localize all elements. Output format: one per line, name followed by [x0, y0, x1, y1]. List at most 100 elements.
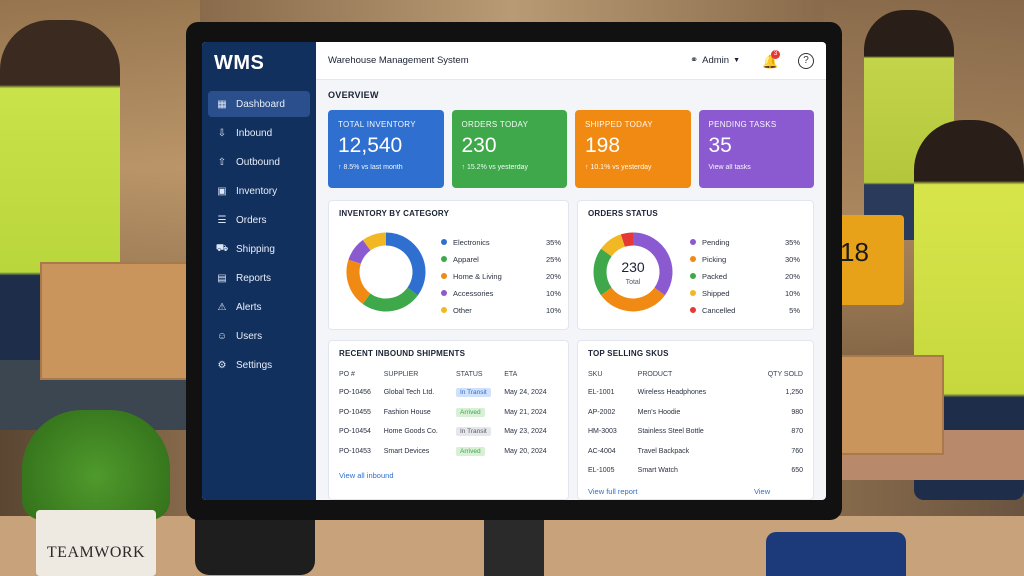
table-row[interactable]: EL-1005 Smart Watch 650	[586, 461, 805, 481]
reports-icon: ▤	[217, 272, 227, 284]
legend-item: Accessories 10%	[441, 286, 561, 300]
kpi-subtext[interactable]: View all tasks	[708, 164, 751, 171]
legend-label: Packed	[702, 271, 728, 281]
inventory-donut-chart	[346, 232, 426, 312]
sku: HM-3003	[588, 428, 617, 436]
sku: AP-2002	[588, 408, 616, 416]
plant: TEAMWORK	[22, 410, 170, 576]
legend-label: Shipped	[702, 288, 730, 298]
sidebar-item-reports[interactable]: ▤ Reports	[208, 265, 310, 291]
sidebar-item-outbound[interactable]: ⇧ Outbound	[208, 149, 310, 175]
view-link[interactable]: View	[754, 487, 771, 496]
plant-leaves	[22, 410, 170, 520]
qty-sold: 870	[791, 428, 803, 436]
table-row[interactable]: PO-10456 Global Tech Ltd. In Transit May 24…	[337, 383, 560, 403]
sidebar-item-shipping[interactable]: ⛟ Shipping	[208, 236, 310, 262]
donut-slice-other	[362, 232, 387, 251]
settings-icon: ⚙	[217, 359, 227, 371]
table-row[interactable]: AC-4004 Travel Backpack 760	[586, 442, 805, 462]
user-menu[interactable]: ⚭ Admin ▼	[690, 55, 740, 66]
legend-item: Packed 20%	[690, 269, 800, 283]
legend-dot	[441, 273, 447, 279]
chevron-down-icon: ▼	[733, 57, 740, 64]
legend-item: Electronics 35%	[441, 235, 561, 249]
legend-label: Apparel	[453, 254, 479, 264]
eta: May 21, 2024	[504, 408, 547, 416]
kpi-card: TOTAL INVENTORY 12,540 ↑ 8.5% vs last mont…	[328, 110, 444, 188]
legend-percent: 20%	[545, 271, 561, 281]
legend-dot	[690, 256, 696, 262]
inbound-icon: ⇩	[217, 127, 227, 139]
column-header: PO #	[339, 370, 355, 378]
table-row[interactable]: PO-10455 Fashion House Arrived May 21, 2024	[337, 403, 560, 423]
legend-item: Pending 35%	[690, 235, 800, 249]
help-icon[interactable]: ?	[798, 52, 814, 69]
kpi-subtext: ↑ 10.1% vs yesterday	[585, 164, 652, 171]
donut-slice-electronics	[385, 232, 426, 296]
sidebar-item-label: Outbound	[236, 156, 280, 168]
plant-pot: TEAMWORK	[36, 510, 156, 576]
sidebar-item-inventory[interactable]: ▣ Inventory	[208, 178, 310, 204]
legend-percent: 35%	[784, 237, 800, 247]
table-row[interactable]: EL-1001 Wireless Headphones 1,250	[586, 383, 805, 403]
user-name: Admin	[702, 55, 730, 66]
column-header: QTY SOLD	[767, 370, 803, 378]
recent-inbound-title: RECENT INBOUND SHIPMENTS	[339, 349, 466, 358]
status-badge: In Transit	[456, 427, 491, 437]
notification-bell-icon[interactable]: 🔔 3	[762, 49, 780, 69]
sidebar-item-label: Users	[236, 330, 263, 342]
po-number: PO-10455	[339, 408, 371, 416]
monitor-stand	[484, 520, 544, 576]
table-header: PO # SUPPLIER STATUS ETA	[337, 365, 560, 383]
top-selling-title: TOP SELLING SKUS	[588, 349, 669, 358]
monitor: WMS ▦ Dashboard ⇩ Inbound ⇧ Outbound ▣ Inventor…	[186, 22, 842, 520]
legend-label: Pending	[702, 237, 730, 247]
legend-label: Other	[453, 305, 472, 315]
qty-sold: 980	[791, 408, 803, 416]
legend-label: Electronics	[453, 237, 490, 247]
sidebar-item-users[interactable]: ☺ Users	[208, 323, 310, 349]
inventory-legend: Electronics 35% Apparel 25% Home & Living 20%…	[441, 235, 561, 315]
donut-slice-home-living	[346, 259, 371, 304]
qty-sold: 760	[791, 447, 803, 455]
legend-item: Cancelled 5%	[690, 303, 800, 317]
sidebar-item-settings[interactable]: ⚙ Settings	[208, 352, 310, 378]
kpi-row: TOTAL INVENTORY 12,540 ↑ 8.5% vs last mont…	[328, 110, 814, 188]
table-row[interactable]: PO-10453 Smart Devices Arrived May 20, 2024	[337, 442, 560, 462]
supplier: Home Goods Co.	[383, 428, 438, 436]
app-logo: WMS	[214, 52, 265, 74]
kpi-value: 198	[585, 134, 621, 157]
recent-inbound-table: PO # SUPPLIER STATUS ETA PO-10456 Global Tec…	[337, 365, 560, 461]
kpi-value: 230	[461, 134, 497, 157]
view-all-inbound-link[interactable]: View all inbound	[339, 471, 394, 480]
column-header: SKU	[588, 370, 603, 378]
sidebar-item-dashboard[interactable]: ▦ Dashboard	[208, 91, 310, 117]
product: Travel Backpack	[637, 447, 690, 455]
sidebar-item-orders[interactable]: ☰ Orders	[208, 207, 310, 233]
product: Men's Hoodie	[637, 408, 681, 416]
kpi-value: 35	[708, 134, 732, 157]
legend-dot	[441, 307, 447, 313]
sidebar-item-label: Orders	[236, 214, 267, 226]
donut-slice-accessories	[348, 240, 371, 265]
status-cell: In Transit	[454, 383, 502, 403]
sidebar-item-alerts[interactable]: ⚠ Alerts	[208, 294, 310, 320]
column-header: SUPPLIER	[383, 370, 419, 378]
legend-dot	[690, 290, 696, 296]
table-row[interactable]: PO-10454 Home Goods Co. In Transit May 23, …	[337, 422, 560, 442]
sidebar-item-label: Reports	[236, 272, 272, 284]
sidebar-item-inbound[interactable]: ⇩ Inbound	[208, 120, 310, 146]
donut-slice-picking	[601, 287, 665, 312]
outbound-icon: ⇧	[217, 156, 227, 168]
supplier: Fashion House	[383, 408, 431, 416]
view-full-report-link[interactable]: View full report	[588, 487, 638, 496]
table-row[interactable]: AP-2002 Men's Hoodie 980	[586, 403, 805, 423]
status-badge: Arrived	[456, 446, 485, 456]
kpi-subtext: ↑ 15.2% vs yesterday	[461, 164, 529, 171]
cardboard-box-left	[40, 262, 188, 380]
table-row[interactable]: HM-3003 Stainless Steel Bottle 870	[586, 422, 805, 442]
pot-text: TEAMWORK	[46, 544, 146, 561]
status-cell: Arrived	[454, 442, 502, 462]
sku: EL-1001	[588, 389, 615, 397]
kpi-label: TOTAL INVENTORY	[338, 120, 416, 129]
